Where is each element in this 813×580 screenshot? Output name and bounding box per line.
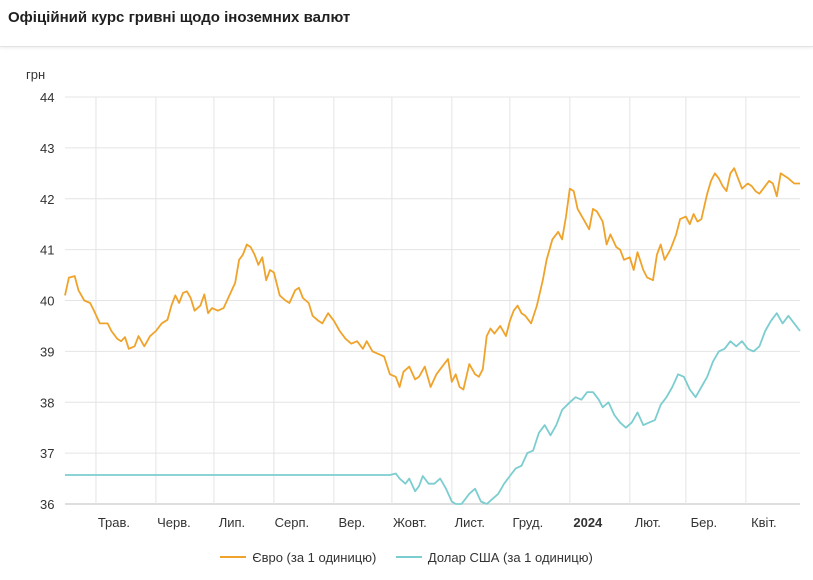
y-axis-ticks: 36 37 38 39 40 41 42 43 44 xyxy=(40,90,54,512)
chart-legend: Євро (за 1 одиницю) Долар США (за 1 один… xyxy=(0,546,813,565)
x-tick-label: Трав. xyxy=(98,515,130,530)
x-axis-ticks: Трав. Черв. Лип. Серп. Вер. Жовт. Лист. Груд. 20… xyxy=(98,515,777,530)
y-axis-label: грн xyxy=(26,67,45,82)
legend-label-eur: Євро (за 1 одиницю) xyxy=(252,549,377,565)
legend-item-eur[interactable]: Євро (за 1 одиницю) xyxy=(220,550,376,565)
y-tick-label: 42 xyxy=(40,192,54,207)
x-tick-label: Вер. xyxy=(338,515,365,530)
y-tick-label: 38 xyxy=(40,395,54,410)
x-tick-label: Бер. xyxy=(691,515,718,530)
chart-grid xyxy=(65,96,800,505)
page-title: Офіційний курс гривні щодо іноземних вал… xyxy=(8,9,351,26)
y-tick-label: 44 xyxy=(40,90,54,105)
x-tick-label: Серп. xyxy=(275,515,310,530)
y-tick-label: 36 xyxy=(40,497,54,512)
legend-item-usd[interactable]: Долар США (за 1 одиницю) xyxy=(395,549,593,565)
chart-header: Офіційний курс гривні щодо іноземних вал… xyxy=(0,0,813,47)
legend-swatch-usd xyxy=(395,556,422,558)
y-tick-label: 41 xyxy=(40,243,54,258)
legend-swatch-eur xyxy=(220,556,247,558)
chart-series xyxy=(64,167,801,505)
x-tick-label: Лип. xyxy=(219,515,245,530)
x-tick-label: 2024 xyxy=(573,515,603,530)
y-tick-label: 40 xyxy=(40,294,54,309)
x-tick-label: Жовт. xyxy=(393,515,427,530)
y-tick-label: 43 xyxy=(40,141,54,156)
x-tick-label: Лют. xyxy=(635,515,661,530)
y-tick-label: 39 xyxy=(40,344,54,359)
x-tick-label: Груд. xyxy=(513,515,544,530)
eur-series-line xyxy=(64,167,800,391)
x-tick-label: Квіт. xyxy=(751,515,777,530)
legend-label-usd: Долар США (за 1 одиницю) xyxy=(427,549,593,565)
y-tick-label: 37 xyxy=(40,446,54,461)
x-tick-label: Лист. xyxy=(455,515,485,530)
usd-series-line xyxy=(65,312,801,505)
x-tick-label: Черв. xyxy=(157,515,191,530)
